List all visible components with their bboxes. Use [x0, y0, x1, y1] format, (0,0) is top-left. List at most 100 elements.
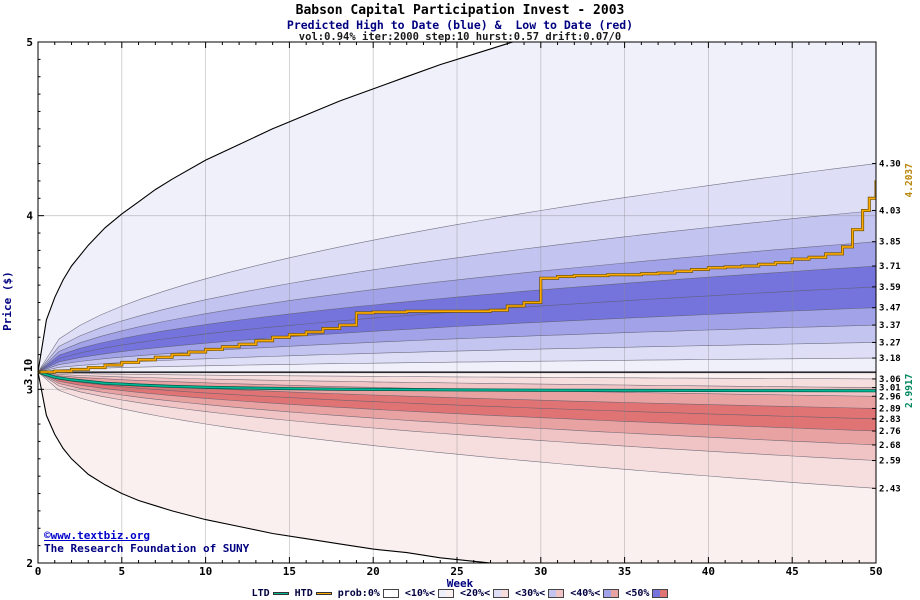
- chart-title: Babson Capital Participation Invest - 20…: [295, 3, 625, 18]
- legend-band-swatch: [603, 589, 620, 598]
- y-tick-label: 5: [26, 36, 33, 49]
- legend-item-50: <50%: [625, 588, 669, 599]
- band-value-label: 2.89: [879, 404, 901, 414]
- legend-line-swatch: [315, 592, 332, 595]
- band-value-label: 3.59: [879, 283, 901, 293]
- band-boundary-line: [38, 241, 876, 373]
- prob-band-high-0-10: [38, 358, 876, 372]
- prob-band-high-70-80: [38, 210, 876, 372]
- prob-band-low-90-100: [38, 372, 876, 563]
- final-value-label-htd: 4.2037: [904, 163, 915, 197]
- prob-band-high-90-100: [38, 42, 876, 372]
- band-value-label: 2.83: [879, 415, 901, 425]
- band-value-label: 4.30: [879, 160, 901, 170]
- legend-label: <30%<: [515, 588, 546, 599]
- prob-band-low-70-80: [38, 372, 876, 461]
- x-tick-label: 50: [869, 565, 882, 578]
- band-boundary-line: [38, 357, 876, 373]
- band-value-label: 3.47: [879, 304, 901, 314]
- x-axis-label: Week: [446, 577, 474, 590]
- prob-band-high-10-20: [38, 342, 876, 372]
- band-value-label: 3.37: [879, 321, 901, 331]
- band-value-label: 2.59: [879, 457, 901, 467]
- prob-band-low-10-20: [38, 372, 876, 388]
- band-value-label: 3.18: [879, 354, 901, 364]
- legend-line-swatch: [272, 592, 289, 595]
- band-value-label: 3.01: [879, 384, 901, 394]
- x-tick-label: 0: [35, 565, 42, 578]
- watermark-org: The Research Foundation of SUNY: [44, 542, 250, 555]
- x-tick-label: 15: [283, 565, 296, 578]
- prob-band-low-0-10: [38, 372, 876, 379]
- band-boundary-line: [38, 210, 876, 373]
- watermark-link[interactable]: ©www.textbiz.org: [44, 529, 150, 542]
- final-value-label-ltd: 2.9917: [904, 374, 915, 408]
- x-tick-label: 30: [534, 565, 547, 578]
- band-boundary-line: [38, 324, 876, 373]
- x-tick-label: 45: [786, 565, 799, 578]
- band-value-label: 3.27: [879, 338, 901, 348]
- legend-item-10: <10%<: [405, 588, 454, 599]
- y-tick-label: 2: [26, 557, 33, 570]
- start-price-label: 3.10: [22, 359, 35, 386]
- prob-band-high-80-90: [38, 163, 876, 372]
- band-value-label: 3.85: [879, 238, 901, 248]
- band-boundary-line: [38, 371, 876, 420]
- prob-band-high-30-40: [38, 307, 876, 372]
- band-boundary-line: [38, 163, 876, 373]
- lower-envelope-line: [38, 371, 496, 563]
- band-boundary-line: [38, 371, 876, 388]
- chart-parameters: vol:0.94% iter:2000 step:10 hurst:0.57 d…: [298, 31, 622, 43]
- y-tick-label: 3: [26, 383, 33, 396]
- prob-band-high-20-30: [38, 325, 876, 372]
- legend-item-ltd: LTD: [252, 588, 289, 599]
- x-tick-label: 35: [618, 565, 631, 578]
- band-value-label: 3.06: [879, 375, 901, 385]
- prob-band-low-60-70: [38, 372, 876, 445]
- band-value-label: 2.68: [879, 441, 901, 451]
- prob-band-low-80-90: [38, 372, 876, 489]
- prob-band-low-40-50: [38, 372, 876, 419]
- band-value-label: 2.96: [879, 392, 901, 402]
- x-tick-label: 25: [450, 565, 463, 578]
- band-value-label: 2.43: [879, 484, 901, 494]
- prob-band-high-50-60: [38, 266, 876, 372]
- band-boundary-line: [38, 371, 876, 380]
- band-boundary-line: [38, 371, 876, 446]
- prob-band-low-50-60: [38, 372, 876, 431]
- htd-line: [38, 180, 876, 373]
- legend-item-40: <40%<: [570, 588, 620, 599]
- upper-envelope-line: [38, 42, 515, 373]
- band-value-label: 3.71: [879, 262, 901, 272]
- legend-item-30: <30%<: [515, 588, 565, 599]
- legend-band-swatch: [548, 589, 565, 598]
- legend-label: prob:0%: [337, 588, 380, 599]
- x-tick-label: 5: [118, 565, 125, 578]
- band-boundary-line: [38, 371, 876, 489]
- legend-label: HTD: [294, 588, 313, 599]
- legend-band-swatch: [437, 589, 454, 598]
- legend-label: <50%: [625, 588, 650, 599]
- plot-area: [38, 42, 876, 563]
- legend-band-swatch: [382, 589, 399, 598]
- legend-band-swatch: [652, 589, 669, 598]
- legend-label: LTD: [251, 588, 270, 599]
- band-boundary-line: [38, 371, 876, 461]
- legend-label: <40%<: [570, 588, 601, 599]
- band-boundary-line: [38, 371, 876, 432]
- band-boundary-line: [38, 307, 876, 373]
- chart-legend: LTD HTD prob:0% <10%< <20%< <30%< <40%< <50%: [0, 588, 920, 599]
- x-tick-label: 40: [702, 565, 715, 578]
- y-tick-label: 4: [26, 210, 33, 223]
- legend-label: <20%<: [459, 588, 491, 599]
- ltd-line: [38, 371, 876, 392]
- band-value-label: 2.76: [879, 427, 901, 437]
- legend-item-prob0: prob:0%: [338, 588, 399, 599]
- band-boundary-line: [38, 265, 876, 373]
- legend-item-20: <20%<: [459, 588, 510, 599]
- y-axis-label: Price ($): [1, 271, 14, 331]
- legend-label: <10%<: [404, 588, 435, 599]
- prob-band-high-40-50: [38, 286, 876, 372]
